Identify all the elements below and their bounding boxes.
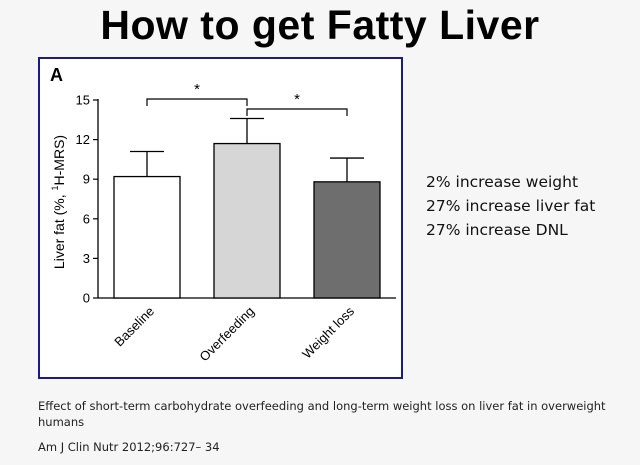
significance-star-1: * xyxy=(294,91,300,108)
y-tick-label-6: 6 xyxy=(83,211,90,226)
y-tick-label-12: 12 xyxy=(76,132,90,147)
bar-chart: A Liver fat (%, 1H-MRS) 0 3 6 9 12 15 * * Base… xyxy=(50,65,396,365)
y-tick-label-0: 0 xyxy=(83,291,90,306)
bar-baseline xyxy=(113,175,181,299)
citation: Am J Clin Nutr 2012;96:727– 34 xyxy=(38,440,220,454)
x-tick-label-overfeeding: Overfeeding xyxy=(196,304,257,365)
finding-dnl: 27% increase DNL xyxy=(426,221,568,239)
x-tick-label-baseline: Baseline xyxy=(111,304,157,350)
bar-overfeeding xyxy=(213,142,281,299)
y-axis-label-main: Liver fat (%, xyxy=(51,190,67,269)
chart-panel: A Liver fat (%, 1H-MRS) 0 3 6 9 12 15 * * Base… xyxy=(38,57,403,379)
finding-liver-fat: 27% increase liver fat xyxy=(426,197,596,215)
svg-text:Liver fat (%, 1H-MRS): Liver fat (%, 1H-MRS) xyxy=(50,135,67,269)
finding-weight: 2% increase weight xyxy=(426,173,579,191)
findings-list: 2% increase weight 27% increase liver fa… xyxy=(426,170,595,242)
figure-caption: Effect of short-term carbohydrate overfe… xyxy=(38,399,606,429)
y-tick-label-9: 9 xyxy=(83,172,90,187)
panel-label: A xyxy=(50,65,63,85)
y-axis-label: Liver fat (%, 1H-MRS) xyxy=(50,135,67,269)
x-tick-label-weight-loss: Weight loss xyxy=(299,303,357,361)
y-tick-label-3: 3 xyxy=(83,251,90,266)
slide-title: How to get Fatty Liver xyxy=(100,2,540,48)
y-tick-label-15: 15 xyxy=(76,93,90,108)
y-axis-label-tail: H-MRS) xyxy=(51,135,67,186)
y-axis-label-sup: 1 xyxy=(50,185,60,190)
bar-weight-loss xyxy=(313,181,381,299)
significance-star-0: * xyxy=(194,81,200,98)
significance-bracket-1 xyxy=(246,108,348,116)
significance-bracket-0 xyxy=(146,98,248,106)
